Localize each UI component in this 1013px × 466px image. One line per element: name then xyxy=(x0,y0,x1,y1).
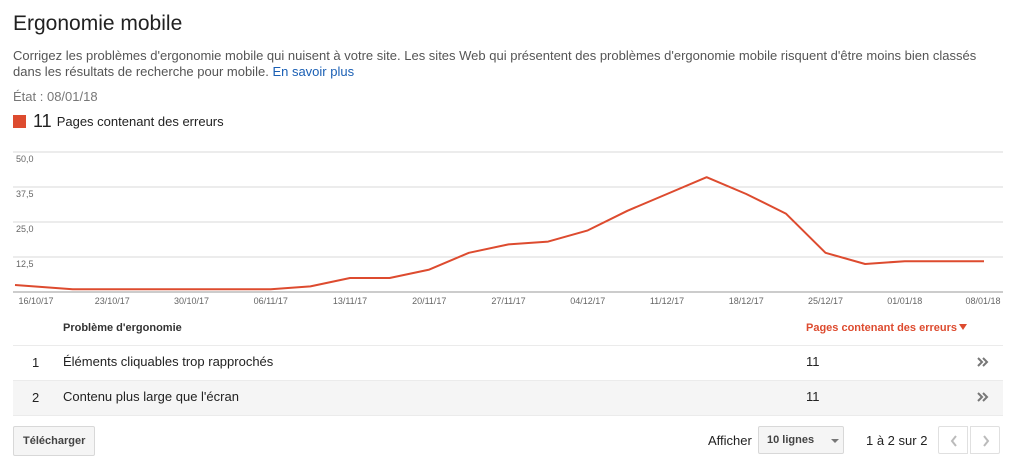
row-count: 11 xyxy=(806,389,820,404)
status-date: État : 08/01/18 xyxy=(13,89,98,104)
row-count: 11 xyxy=(806,354,820,369)
legend-value: 11 xyxy=(33,111,52,131)
row-index: 2 xyxy=(32,390,40,405)
x-tick-label: 11/12/17 xyxy=(650,296,684,306)
next-page-button[interactable] xyxy=(970,426,1000,454)
x-tick-label: 13/11/17 xyxy=(333,296,367,306)
chart-legend[interactable]: 11 Pages contenant des erreurs xyxy=(13,111,224,132)
y-tick-label: 50,0 xyxy=(16,154,34,164)
legend-swatch xyxy=(13,115,26,128)
column-header-pages[interactable]: Pages contenant des erreurs xyxy=(806,322,968,334)
page-description: Corrigez les problèmes d'ergonomie mobil… xyxy=(13,48,1003,80)
download-button[interactable]: Télécharger xyxy=(13,426,96,456)
x-tick-label: 06/11/17 xyxy=(254,296,288,306)
x-tick-label: 16/10/17 xyxy=(18,296,53,306)
table-header: Problème d'ergonomie Pages contenant des… xyxy=(13,312,1003,346)
row-problem[interactable]: Éléments cliquables trop rapprochés xyxy=(63,354,274,369)
x-tick-label: 01/01/18 xyxy=(887,296,922,306)
x-tick-label: 25/12/17 xyxy=(808,296,843,306)
y-tick-label: 25,0 xyxy=(16,224,34,234)
x-tick-label: 23/10/17 xyxy=(95,296,130,306)
pagination-text: 1 à 2 sur 2 xyxy=(866,433,928,448)
y-tick-label: 12,5 xyxy=(16,259,34,269)
description-text: Corrigez les problèmes d'ergonomie mobil… xyxy=(13,48,977,79)
rows-per-page-select[interactable]: 10 lignes xyxy=(758,426,844,454)
table-row[interactable]: 1 Éléments cliquables trop rapprochés 11 xyxy=(13,346,1003,381)
x-tick-label: 27/11/17 xyxy=(491,296,525,306)
series-line xyxy=(14,176,984,291)
errors-line-chart: 50,0 37,5 25,0 12,5 16/10/17 23/10/17 30/10/17… xyxy=(13,151,1003,306)
row-problem[interactable]: Contenu plus large que l'écran xyxy=(63,389,239,404)
double-chevron-right-icon[interactable] xyxy=(976,390,990,404)
column-header-pages-label: Pages contenant des erreurs xyxy=(806,322,958,334)
x-tick-label: 30/10/17 xyxy=(174,296,209,306)
chevron-left-icon xyxy=(950,435,957,447)
row-index: 1 xyxy=(32,355,40,370)
column-header-problem[interactable]: Problème d'ergonomie xyxy=(63,322,182,334)
previous-page-button[interactable] xyxy=(938,426,968,454)
rows-per-page-value: 10 lignes xyxy=(767,434,815,446)
legend-label: Pages contenant des erreurs xyxy=(56,114,224,129)
x-tick-label: 08/01/18 xyxy=(965,296,1000,306)
learn-more-link[interactable]: En savoir plus xyxy=(272,64,355,79)
rows-per-page-label: Afficher xyxy=(708,433,752,448)
sort-down-icon xyxy=(959,324,968,330)
caret-down-icon xyxy=(831,439,839,443)
table-row[interactable]: 2 Contenu plus large que l'écran 11 xyxy=(13,381,1003,416)
double-chevron-right-icon[interactable] xyxy=(976,355,990,369)
x-tick-label: 18/12/17 xyxy=(729,296,764,306)
chevron-right-icon xyxy=(983,435,990,447)
x-tick-label: 04/12/17 xyxy=(570,296,605,306)
y-tick-label: 37,5 xyxy=(16,189,34,199)
x-tick-label: 20/11/17 xyxy=(412,296,446,306)
page-title: Ergonomie mobile xyxy=(13,12,183,35)
